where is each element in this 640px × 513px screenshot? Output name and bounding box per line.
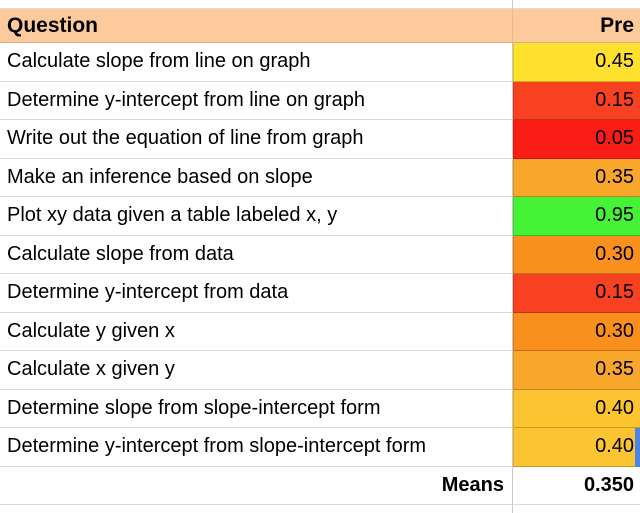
table-row: Determine y-intercept from data 0.15 [0,274,640,313]
pre-value-cell[interactable]: 0.40 [513,428,640,467]
means-value-cell[interactable]: 0.350 [513,466,640,505]
partial-cell[interactable] [0,505,513,513]
pre-value-cell[interactable]: 0.30 [513,312,640,351]
question-cell[interactable]: Calculate slope from data [0,235,513,274]
header-row: Question Pre [0,9,640,43]
pre-value-cell[interactable]: 0.15 [513,81,640,120]
question-cell[interactable]: Calculate slope from line on graph [0,43,513,82]
partial-cell[interactable] [513,505,640,513]
means-label-cell[interactable]: Means [0,466,513,505]
question-cell[interactable]: Determine y-intercept from data [0,274,513,313]
table-row: Calculate x given y 0.35 [0,351,640,390]
partial-cell[interactable] [513,0,640,9]
means-row: Means 0.350 [0,466,640,505]
question-cell[interactable]: Make an inference based on slope [0,158,513,197]
partial-row-bottom [0,505,640,513]
pre-value-cell[interactable]: 0.30 [513,235,640,274]
adjacent-column-cell-accent[interactable] [635,428,640,467]
question-cell[interactable]: Determine slope from slope-intercept for… [0,389,513,428]
pre-value-cell[interactable]: 0.15 [513,274,640,313]
question-cell[interactable]: Calculate x given y [0,351,513,390]
question-cell[interactable]: Write out the equation of line from grap… [0,120,513,159]
table-row: Make an inference based on slope 0.35 [0,158,640,197]
table-row: Calculate y given x 0.30 [0,312,640,351]
table-row: Write out the equation of line from grap… [0,120,640,159]
question-header-cell[interactable]: Question [0,9,513,43]
partial-cell[interactable] [0,0,513,9]
data-rows: Calculate slope from line on graph 0.45 De… [0,43,640,467]
question-cell[interactable]: Determine y-intercept from slope-interce… [0,428,513,467]
table-row: Determine slope from slope-intercept for… [0,389,640,428]
question-cell[interactable]: Plot xy data given a table labeled x, y [0,197,513,236]
pre-value-cell[interactable]: 0.35 [513,158,640,197]
question-cell[interactable]: Calculate y given x [0,312,513,351]
question-cell[interactable]: Determine y-intercept from line on graph [0,81,513,120]
table-row: Determine y-intercept from slope-interce… [0,428,640,467]
table-row: Calculate slope from data 0.30 [0,235,640,274]
partial-row-top [0,0,640,9]
table-row: Calculate slope from line on graph 0.45 [0,43,640,82]
pre-value-cell[interactable]: 0.35 [513,351,640,390]
pre-value-cell[interactable]: 0.40 [513,389,640,428]
pre-value-cell[interactable]: 0.05 [513,120,640,159]
pre-value-cell[interactable]: 0.45 [513,43,640,82]
pre-value-cell[interactable]: 0.95 [513,197,640,236]
pre-header-cell[interactable]: Pre [513,9,640,43]
table-row: Determine y-intercept from line on graph… [0,81,640,120]
